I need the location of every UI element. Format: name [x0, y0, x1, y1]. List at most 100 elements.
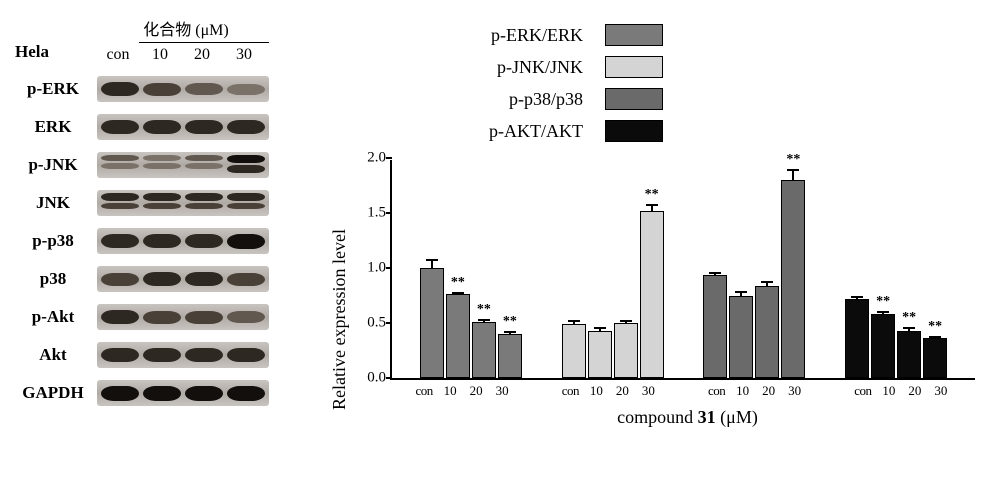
- legend-item: p-ERK/ERK: [455, 24, 985, 46]
- western-blot-panel: Hela 化合物 (μM) con 10 20 30 p-ERKERKp-JNK…: [15, 20, 275, 480]
- x-axis: con102030con102030con102030con102030: [390, 383, 975, 399]
- protein-label: p-p38: [15, 231, 97, 251]
- band-doublet: [143, 155, 181, 175]
- protein-label: p-ERK: [15, 79, 97, 99]
- band: [101, 386, 139, 401]
- error-cap: [478, 319, 490, 321]
- y-tick-label: 1.5: [352, 205, 386, 222]
- significance-marker: **: [503, 314, 517, 330]
- band-doublet: [143, 193, 181, 213]
- error-cap: [851, 296, 863, 298]
- chart: 0.00.51.01.52.0**************** con10203…: [354, 160, 985, 480]
- band: [227, 120, 265, 134]
- band: [185, 311, 223, 324]
- band-doublet: [185, 193, 223, 213]
- col-label: con: [97, 46, 139, 64]
- significance-marker: **: [902, 310, 916, 326]
- band: [101, 348, 139, 362]
- bar: [588, 331, 612, 378]
- x-tick-label: 10: [731, 383, 755, 399]
- bar: [703, 275, 727, 378]
- x-tick-label: 20: [464, 383, 488, 399]
- significance-marker: **: [928, 319, 942, 335]
- y-tick-label: 1.0: [352, 260, 386, 277]
- x-axis-label: compound 31 (μM): [390, 407, 985, 428]
- column-labels-row: con 10 20 30: [97, 46, 275, 64]
- x-tick-label: 20: [757, 383, 781, 399]
- band: [143, 272, 181, 286]
- x-tick-label: 30: [929, 383, 953, 399]
- x-tick-label: con: [558, 383, 582, 399]
- band: [185, 120, 223, 134]
- significance-marker: **: [451, 275, 465, 291]
- error-cap: [620, 320, 632, 322]
- x-axis-label-prefix: compound 31 (μM): [617, 407, 758, 427]
- error-cap: [452, 292, 464, 294]
- x-tick-label: con: [412, 383, 436, 399]
- x-tick-label: 20: [610, 383, 634, 399]
- band: [227, 84, 265, 95]
- legend: p-ERK/ERKp-JNK/JNKp-p38/p38p-AKT/AKT: [455, 24, 985, 142]
- legend-label: p-p38/p38: [455, 89, 605, 110]
- legend-swatch: [605, 24, 663, 46]
- x-tick-label: 10: [584, 383, 608, 399]
- error-cap: [735, 291, 747, 293]
- bar-group: **: [684, 160, 826, 378]
- bar-group: ******: [825, 160, 967, 378]
- significance-marker: **: [786, 152, 800, 168]
- x-tick-label: 10: [877, 383, 901, 399]
- col-label: 20: [181, 46, 223, 64]
- bar: **: [871, 314, 895, 378]
- y-tick-mark: [386, 157, 392, 159]
- band: [227, 348, 265, 362]
- bar: **: [897, 331, 921, 378]
- band: [143, 386, 181, 401]
- protein-label: p38: [15, 269, 97, 289]
- y-tick-label: 0.5: [352, 315, 386, 332]
- chart-wrap: Relative expression level 0.00.51.01.52.…: [325, 156, 985, 480]
- error-cap: [877, 311, 889, 313]
- band-doublet: [185, 155, 223, 175]
- protein-label: p-Akt: [15, 307, 97, 327]
- legend-item: p-JNK/JNK: [455, 56, 985, 78]
- band: [185, 386, 223, 401]
- band-strip: [97, 380, 269, 406]
- bar: **: [640, 211, 664, 378]
- error-cap: [787, 169, 799, 171]
- col-label: 10: [139, 46, 181, 64]
- band-strip: [97, 228, 269, 254]
- bar: [614, 323, 638, 378]
- compound-header-text: 化合物 (μM): [97, 16, 275, 40]
- band-strip: [97, 152, 269, 178]
- blot-row: p38: [15, 260, 275, 298]
- cell-line-label: Hela: [15, 42, 97, 62]
- band: [227, 234, 265, 249]
- bar: **: [472, 322, 496, 378]
- bars-region: ****************: [392, 160, 975, 378]
- band-strip: [97, 76, 269, 102]
- legend-swatch: [605, 88, 663, 110]
- bar-group: ** ** **: [400, 160, 542, 378]
- bar: [562, 324, 586, 378]
- x-group: con102030: [390, 383, 536, 399]
- error-cap: [761, 281, 773, 283]
- band: [185, 272, 223, 286]
- bar-group: **: [542, 160, 684, 378]
- x-tick-label: con: [851, 383, 875, 399]
- band-strip: [97, 266, 269, 292]
- x-group: con102030: [683, 383, 829, 399]
- bar: **: [781, 180, 805, 378]
- error-cap: [646, 204, 658, 206]
- band: [143, 120, 181, 134]
- band-strip: [97, 304, 269, 330]
- error-cap: [709, 272, 721, 274]
- error-cap: [929, 336, 941, 338]
- x-tick-label: 20: [903, 383, 927, 399]
- protein-label: JNK: [15, 193, 97, 213]
- band-doublet: [101, 193, 139, 213]
- bar: [755, 286, 779, 378]
- protein-label: p-JNK: [15, 155, 97, 175]
- blot-row: p-ERK: [15, 70, 275, 108]
- error-cap: [903, 327, 915, 329]
- blot-row: p-JNK: [15, 146, 275, 184]
